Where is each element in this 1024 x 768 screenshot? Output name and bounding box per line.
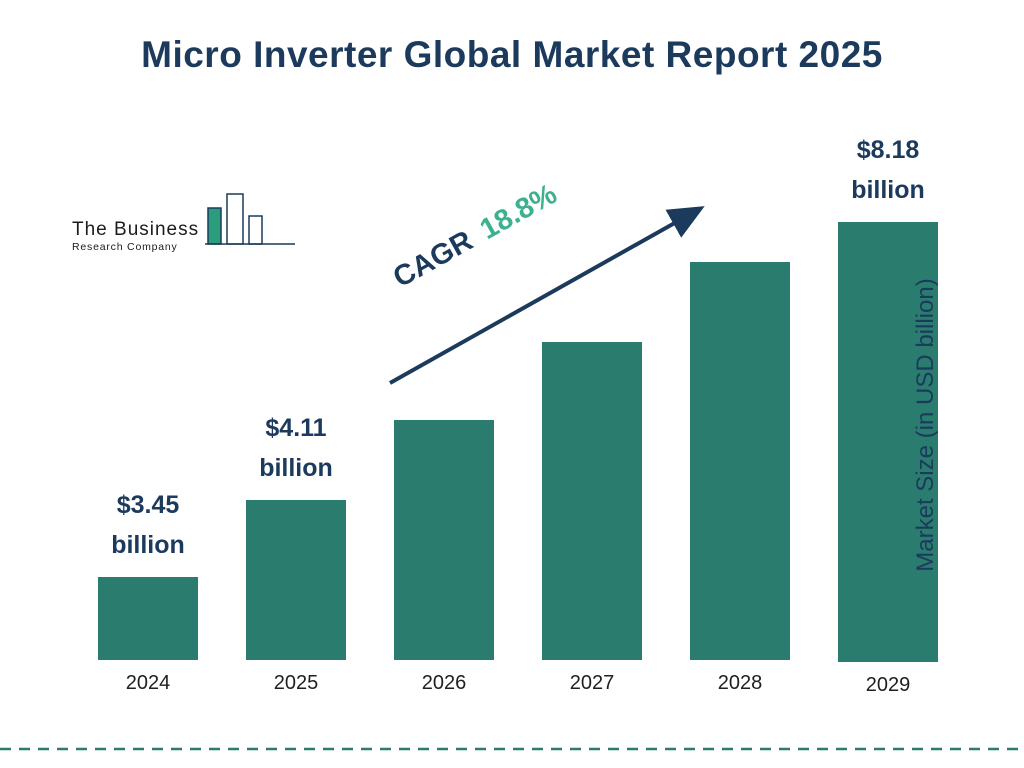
x-axis-label-2026: 2026 [421,672,467,694]
bar-chart: $3.45 billion 2024 $4.11 billion 2025 2026 2027… [98,130,938,700]
x-axis-label-2025: 2025 [273,672,319,694]
bar-column-2024: $3.45 billion 2024 [98,130,198,700]
bar-chart-logo-icon [205,192,296,259]
bar-column-2027: 2027 [542,130,642,700]
bar-column-2029: $8.18 billion 2029 [838,130,938,700]
bar-2026 [394,420,494,660]
company-subtitle: Research Company [72,241,178,253]
bar-column-2026: 2026 [394,130,494,700]
y-axis-title: Market Size (in USD billion) [912,278,939,572]
bar-value-label-2024: $3.45 billion [111,491,185,559]
bar-2029 [838,222,938,663]
chart-title: Micro Inverter Global Market Report 2025 [141,34,883,75]
bar-2024 [98,577,198,660]
bottom-dashed-divider [0,738,1024,751]
bar-2027 [542,342,642,660]
company-name: The Business [72,219,200,240]
bar-column-2028: 2028 [690,130,790,700]
x-axis-label-2024: 2024 [125,672,171,694]
bar-value-label-2025: $4.11 billion [259,414,333,482]
x-axis-label-2029: 2029 [865,674,911,697]
x-axis-label-2027: 2027 [569,672,615,694]
cagr-trend-arrow [368,183,728,403]
company-logo-text: The Business Research Company [72,219,199,259]
bar-2028 [690,262,790,660]
bar-2025 [246,500,346,660]
company-logo: The Business Research Company [72,192,296,259]
bar-value-label-2029: $8.18 billion [851,136,925,204]
x-axis-label-2028: 2028 [717,672,763,694]
bar-column-2025: $4.11 billion 2025 [246,130,346,700]
